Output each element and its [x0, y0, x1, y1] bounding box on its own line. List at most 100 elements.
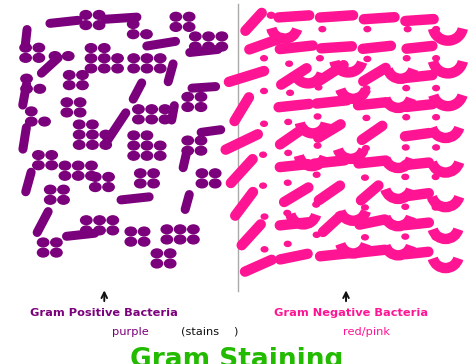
Circle shape	[363, 146, 369, 151]
Circle shape	[260, 152, 266, 157]
Circle shape	[77, 71, 88, 79]
Circle shape	[174, 225, 186, 234]
Circle shape	[33, 161, 44, 170]
Text: red/pink: red/pink	[343, 327, 390, 337]
Circle shape	[21, 74, 32, 83]
Circle shape	[190, 42, 201, 51]
Circle shape	[64, 71, 75, 79]
Circle shape	[64, 81, 75, 90]
Circle shape	[93, 21, 105, 29]
Circle shape	[103, 183, 114, 191]
Circle shape	[363, 115, 370, 120]
Circle shape	[195, 103, 207, 111]
Circle shape	[151, 259, 163, 268]
Circle shape	[188, 235, 199, 244]
Circle shape	[159, 105, 171, 114]
Circle shape	[77, 81, 88, 90]
Circle shape	[164, 259, 176, 268]
Circle shape	[314, 114, 321, 119]
Circle shape	[261, 56, 267, 61]
Circle shape	[159, 115, 171, 124]
Circle shape	[148, 169, 159, 178]
Circle shape	[33, 43, 45, 52]
Circle shape	[182, 136, 193, 145]
Circle shape	[81, 216, 92, 225]
Circle shape	[45, 195, 56, 204]
Circle shape	[261, 88, 267, 94]
Circle shape	[49, 52, 61, 60]
Circle shape	[45, 185, 56, 194]
Circle shape	[284, 241, 291, 246]
Circle shape	[141, 131, 153, 140]
Circle shape	[196, 169, 208, 178]
Circle shape	[128, 30, 139, 39]
Circle shape	[39, 117, 50, 126]
Circle shape	[195, 136, 207, 145]
Circle shape	[94, 216, 105, 225]
Circle shape	[196, 179, 208, 188]
Circle shape	[26, 107, 37, 116]
Circle shape	[148, 179, 159, 188]
Text: purple: purple	[112, 327, 149, 337]
Circle shape	[161, 235, 173, 244]
Circle shape	[155, 141, 166, 150]
Circle shape	[216, 42, 228, 51]
Circle shape	[128, 131, 139, 140]
Circle shape	[80, 11, 91, 19]
Circle shape	[73, 130, 85, 139]
Circle shape	[73, 171, 84, 180]
Circle shape	[58, 195, 69, 204]
Circle shape	[128, 141, 139, 150]
Circle shape	[138, 237, 150, 246]
Circle shape	[155, 151, 166, 160]
Circle shape	[58, 185, 69, 194]
Circle shape	[141, 141, 153, 150]
Circle shape	[51, 238, 62, 247]
Circle shape	[46, 151, 57, 159]
Circle shape	[80, 21, 91, 29]
Circle shape	[433, 27, 439, 32]
Circle shape	[100, 141, 111, 149]
Circle shape	[190, 32, 201, 41]
Circle shape	[164, 249, 176, 258]
Circle shape	[155, 54, 166, 63]
Circle shape	[21, 84, 32, 93]
Circle shape	[141, 64, 153, 73]
Circle shape	[61, 108, 73, 117]
Circle shape	[362, 175, 368, 180]
Circle shape	[279, 36, 285, 41]
Circle shape	[315, 85, 322, 90]
Circle shape	[138, 227, 150, 236]
Circle shape	[37, 248, 49, 257]
Circle shape	[33, 54, 45, 62]
Circle shape	[63, 52, 74, 60]
Circle shape	[183, 12, 195, 21]
Circle shape	[107, 226, 118, 235]
Circle shape	[20, 43, 31, 52]
Circle shape	[261, 121, 267, 126]
Circle shape	[141, 30, 152, 39]
Circle shape	[86, 171, 97, 180]
Circle shape	[170, 23, 182, 31]
Circle shape	[93, 11, 105, 19]
Circle shape	[46, 161, 57, 170]
Circle shape	[20, 54, 31, 62]
Circle shape	[107, 216, 118, 225]
Circle shape	[73, 141, 85, 149]
Circle shape	[33, 151, 44, 159]
Circle shape	[103, 173, 114, 181]
Circle shape	[267, 12, 275, 18]
Circle shape	[210, 179, 221, 188]
Circle shape	[313, 172, 320, 177]
Circle shape	[37, 238, 49, 247]
Circle shape	[74, 98, 86, 107]
Circle shape	[313, 202, 319, 207]
Circle shape	[216, 32, 228, 41]
Circle shape	[26, 117, 37, 126]
Circle shape	[195, 146, 207, 155]
Circle shape	[155, 64, 166, 73]
Circle shape	[141, 54, 153, 63]
Circle shape	[432, 205, 439, 210]
Circle shape	[73, 120, 85, 129]
Circle shape	[86, 161, 97, 170]
